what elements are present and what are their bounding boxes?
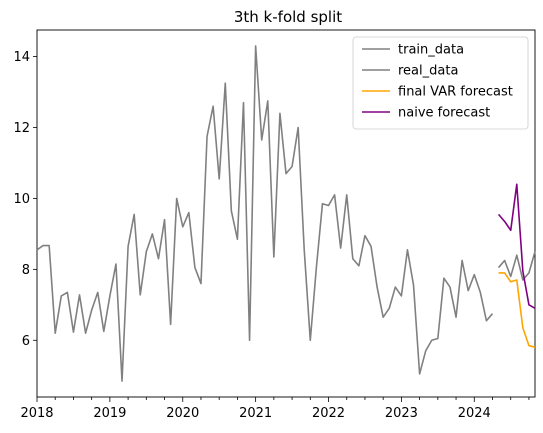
legend-label: final VAR forecast xyxy=(398,85,513,100)
legend-label: real_data xyxy=(398,64,458,79)
y-tick-label: 14 xyxy=(13,50,30,65)
x-tick-label: 2024 xyxy=(458,406,491,421)
x-tick-label: 2018 xyxy=(20,406,53,421)
plot-area-frame xyxy=(36,29,536,398)
y-tick-label: 10 xyxy=(13,192,30,207)
x-tick-label: 2023 xyxy=(385,406,418,421)
chart-title: 3th k-fold split xyxy=(234,8,342,26)
x-axis: 2018 2019 2020 2021 2022 2023 2024 xyxy=(20,397,530,421)
y-axis: 6 8 10 12 14 xyxy=(13,50,37,349)
series-line-train-data xyxy=(36,45,494,382)
y-tick-label: 6 xyxy=(22,334,30,349)
x-tick-label: 2022 xyxy=(312,406,345,421)
series-line-final-var-forecast xyxy=(498,272,536,349)
series-line-naive-forecast xyxy=(497,183,536,310)
series-layer xyxy=(36,45,536,382)
y-tick-label: 12 xyxy=(13,121,30,136)
legend-label: train_data xyxy=(398,43,464,58)
x-tick-label: 2021 xyxy=(239,406,272,421)
legend-label: naive forecast xyxy=(398,106,490,121)
x-tick-label: 2019 xyxy=(93,406,126,421)
x-tick-label: 2020 xyxy=(166,406,199,421)
legend-box xyxy=(352,36,529,130)
series-line-real-data xyxy=(497,251,536,281)
y-tick-label: 8 xyxy=(22,263,30,278)
